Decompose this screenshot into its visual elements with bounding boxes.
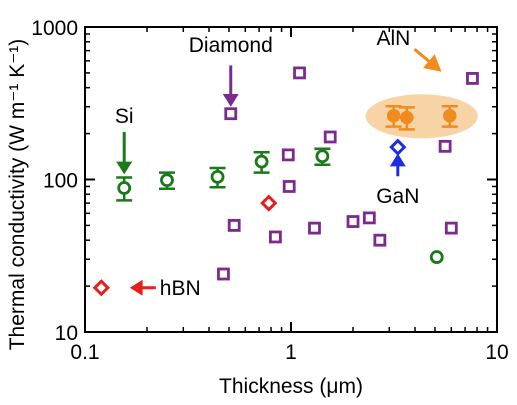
diamond-point-12 <box>438 139 452 153</box>
annotation-hbn-arrow-head <box>129 279 143 296</box>
y-tick-label: 100 <box>43 170 78 193</box>
diamond-point-13 <box>444 221 458 235</box>
annotation-aln-label: AlN <box>376 27 410 50</box>
y-tick-label: 1000 <box>31 17 78 40</box>
annotation-si-arrow-head <box>116 161 133 175</box>
annotation-gan-arrow-head <box>389 153 406 167</box>
diamond-point-10 <box>362 211 376 225</box>
hbn-point-0 <box>92 279 110 297</box>
diamond-point-4 <box>281 148 295 162</box>
plot-frame <box>84 26 498 333</box>
plot-background <box>365 94 478 139</box>
annotation-diamond-arrow-head <box>222 93 239 107</box>
x-tick-label: 0.1 <box>70 341 99 364</box>
annotation-si-label: Si <box>115 105 134 128</box>
diamond-point-8 <box>323 130 337 144</box>
annotations-layer: Si Diamond GaN hBN AlN <box>115 27 442 300</box>
hbn-point-1 <box>260 194 278 212</box>
diamond-point-6 <box>293 66 306 80</box>
data-marks-layer <box>92 66 479 297</box>
annotation-hbn-label: hBN <box>160 277 201 300</box>
diamond-point-5 <box>282 180 296 193</box>
si-point-1 <box>160 173 174 188</box>
diamond-point-14 <box>466 72 479 85</box>
diamond-point-2 <box>227 219 241 232</box>
x-axis-title: Thickness (μm) <box>219 375 363 398</box>
aln-point-1 <box>400 110 414 125</box>
aln-point-0 <box>386 108 401 123</box>
diamond-point-0 <box>217 267 230 281</box>
diamond-point-3 <box>269 230 282 244</box>
annotation-gan-label: GaN <box>376 185 419 208</box>
aln-point-2 <box>443 108 457 123</box>
si-point-4 <box>315 149 330 164</box>
si-point-0 <box>117 181 132 195</box>
diamond-point-11 <box>373 233 387 247</box>
gan-point-0 <box>389 138 407 156</box>
aln-highlight-ellipse <box>365 94 478 139</box>
annotation-aln-arrow-head <box>423 54 442 72</box>
si-point-2 <box>210 170 225 184</box>
y-tick-label: 10 <box>55 322 78 345</box>
x-tick-label: 10 <box>485 341 508 364</box>
axes-layer: 0.1 1 10 10 100 1000 <box>31 17 508 364</box>
annotation-diamond-label: Diamond <box>189 34 273 57</box>
diamond-point-7 <box>308 221 321 235</box>
diamond-point-9 <box>346 215 360 228</box>
x-tick-label: 1 <box>285 341 297 364</box>
y-axis-title: Thermal conductivity (W m⁻¹ K⁻¹) <box>6 39 29 351</box>
si-point-5 <box>429 250 444 264</box>
diamond-point-1 <box>224 107 238 121</box>
si-point-3 <box>254 154 269 169</box>
